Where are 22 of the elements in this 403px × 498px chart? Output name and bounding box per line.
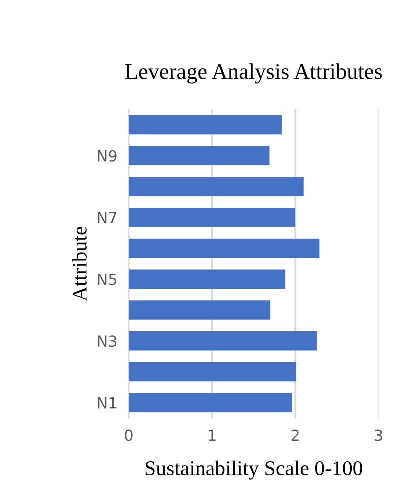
y-tick-label: N5: [98, 274, 117, 286]
bar: [128, 146, 270, 166]
bar: [128, 332, 318, 351]
y-tick-label: N3: [98, 336, 117, 348]
y-tick-label: N9: [98, 150, 117, 162]
bar: [128, 177, 304, 196]
y-tick-label: N7: [98, 212, 117, 224]
chart-title: Leverage Analysis Attributes: [126, 64, 382, 84]
bar: [128, 238, 320, 258]
bar: [128, 270, 286, 289]
x-tick-label: 1: [209, 430, 216, 442]
x-tick-label: 3: [375, 430, 382, 442]
bar: [128, 393, 292, 412]
bar: [128, 208, 296, 228]
y-axis-title: Attribute: [72, 227, 87, 302]
y-tick-label: N1: [98, 398, 116, 409]
x-tick-label: 2: [292, 430, 299, 442]
bar: [128, 115, 282, 135]
bar: [128, 362, 296, 382]
x-axis-title: Sustainability Scale 0-100: [146, 460, 362, 480]
bar: [128, 300, 271, 320]
x-tick-label: 0: [125, 430, 133, 442]
